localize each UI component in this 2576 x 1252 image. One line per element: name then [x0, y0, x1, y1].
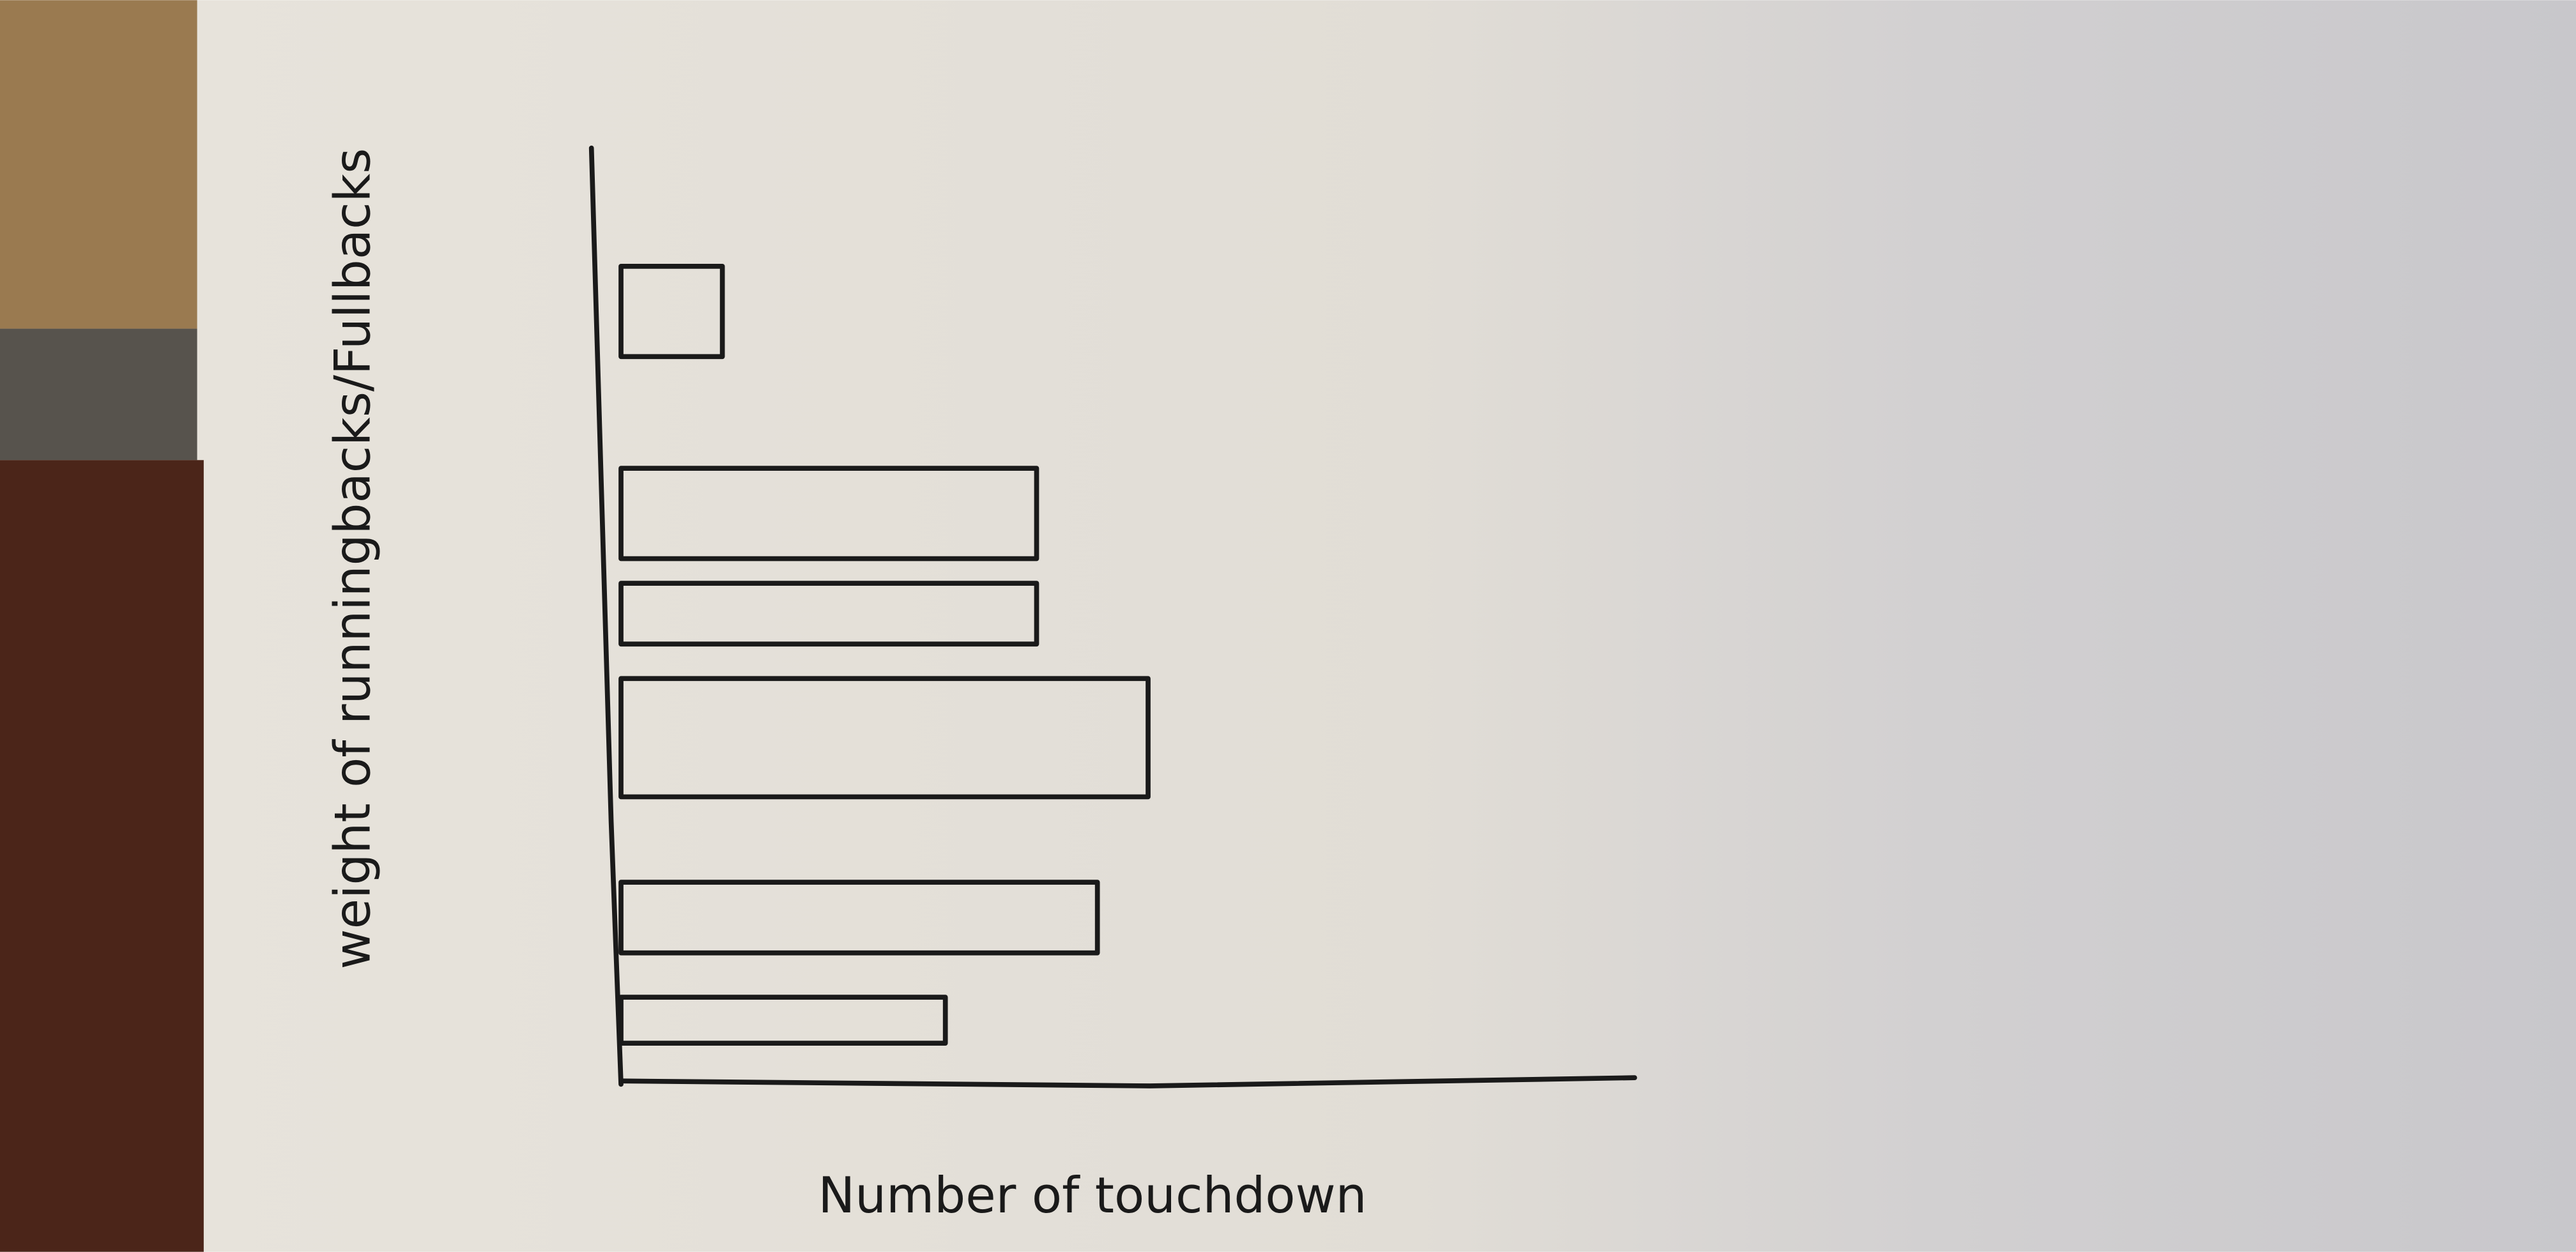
y-axis — [588, 145, 624, 1087]
plot-area — [588, 145, 1637, 1088]
bar — [618, 995, 948, 1046]
background-wall — [0, 0, 197, 329]
y-axis-title: weight of runningbacks/Fullbacks — [325, 148, 382, 970]
x-axis-title: Number of touchdown — [818, 1167, 1367, 1225]
background-wood — [0, 460, 204, 1252]
x-axis — [618, 1075, 1637, 1088]
bar — [618, 676, 1151, 800]
bar — [618, 264, 725, 360]
bar — [618, 880, 1100, 956]
bar — [618, 466, 1039, 561]
bar — [618, 581, 1039, 647]
background-shadow — [0, 328, 197, 461]
